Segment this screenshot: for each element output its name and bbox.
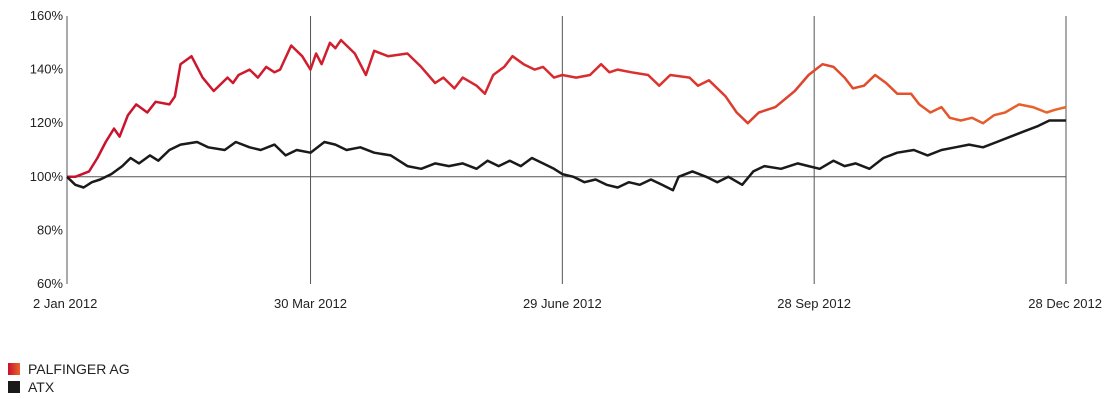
x-tick-label: 28 Sep 2012 bbox=[777, 296, 851, 311]
y-tick-label: 80% bbox=[37, 222, 63, 237]
series-line-atx bbox=[66, 119, 1066, 192]
grid-lines bbox=[66, 16, 1067, 284]
x-axis-ticks: 2 Jan 2012 30 Mar 2012 29 June 2012 28 Sep … bbox=[33, 296, 1102, 311]
x-tick-label: 29 June 2012 bbox=[523, 296, 602, 311]
legend-swatch-palfinger bbox=[8, 363, 20, 375]
x-tick-label: 30 Mar 2012 bbox=[274, 296, 347, 311]
y-tick-label: 160% bbox=[30, 8, 64, 23]
series-line-palfinger bbox=[67, 38, 1067, 179]
x-tick-label: 28 Dec 2012 bbox=[1028, 296, 1102, 311]
legend-label-palfinger: PALFINGER AG bbox=[28, 361, 130, 377]
y-tick-label: 140% bbox=[30, 62, 64, 77]
y-tick-label: 60% bbox=[37, 276, 63, 291]
series-lines bbox=[66, 38, 1067, 192]
y-axis-ticks: 160% 140% 120% 100% 80% 60% bbox=[30, 8, 64, 291]
y-tick-label: 120% bbox=[30, 115, 64, 130]
legend-swatch-atx bbox=[8, 381, 20, 393]
x-tick-label: 2 Jan 2012 bbox=[33, 296, 97, 311]
legend-item-palfinger: PALFINGER AG bbox=[8, 361, 130, 377]
line-chart: 160% 140% 120% 100% 80% 60% 2 Jan 2012 30 Mar … bbox=[30, 8, 1102, 311]
legend-item-atx: ATX bbox=[8, 379, 54, 395]
y-tick-label: 100% bbox=[30, 169, 64, 184]
legend-label-atx: ATX bbox=[28, 379, 55, 395]
